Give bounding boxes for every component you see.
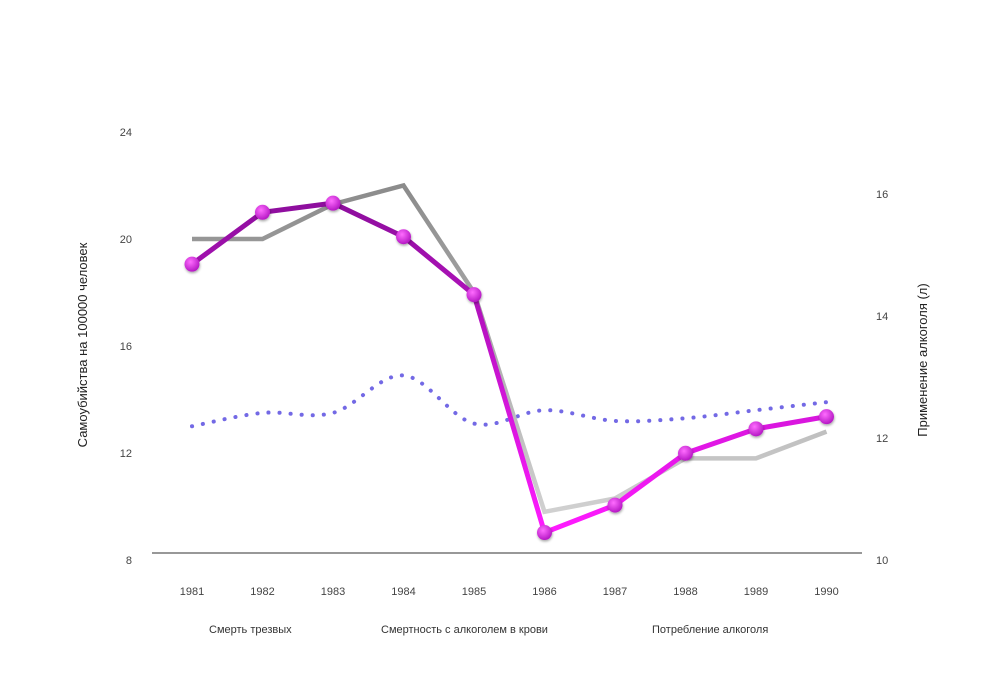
x-tick-label: 1984 (391, 586, 415, 598)
legend: Смерть трезвых Смертность с алкоголем в … (155, 624, 768, 636)
x-tick-label: 1987 (603, 586, 627, 598)
left-axis-title: Самоубийства на 100000 человек (75, 242, 90, 447)
legend-label-sober: Смерть трезвых (209, 624, 292, 636)
x-tick-label: 1986 (532, 586, 556, 598)
x-tick-label: 1990 (814, 586, 838, 598)
right-tick-label: 10 (876, 555, 888, 567)
series-consumption-point (819, 409, 834, 425)
legend-label-consumption: Потребление алкоголя (652, 624, 768, 636)
series-consumption-point (466, 287, 482, 303)
series-consumption-point (678, 445, 693, 461)
series-consumption-point (184, 256, 200, 272)
axes (151, 85, 863, 554)
left-tick-label: 12 (120, 448, 132, 460)
x-tick-label: 1985 (462, 586, 486, 598)
left-tick-label: 16 (120, 341, 132, 353)
x-tick-label: 1981 (180, 586, 204, 598)
left-tick-label: 8 (126, 555, 132, 567)
left-tick-label: 20 (120, 234, 132, 246)
series-layer (184, 182, 834, 541)
x-tick-label: 1988 (673, 586, 697, 598)
right-tick-label: 16 (876, 189, 888, 201)
x-tick-label: 1983 (321, 586, 345, 598)
right-tick-label: 12 (876, 433, 888, 445)
series-consumption-point (255, 204, 270, 220)
series-consumption-line (190, 200, 827, 536)
right-axis-title: Применение алкоголя (л) (915, 283, 930, 436)
legend-item-sober: Смерть трезвых (155, 624, 292, 636)
x-tick-label: 1989 (744, 586, 768, 598)
series-consumption-point (537, 525, 552, 541)
series-alcohol-deaths-line (192, 182, 828, 515)
right-y-ticks: 16 14 12 10 (876, 189, 888, 567)
series-sober-line (190, 373, 829, 429)
x-ticks: 1981 1982 1983 1984 1985 1986 1987 1988 1989 1990 (180, 586, 839, 598)
left-y-ticks: 24 20 16 12 8 (120, 127, 132, 567)
legend-label-alcohol-deaths: Смертность с алкоголем в крови (381, 624, 548, 636)
x-tick-label: 1982 (250, 586, 274, 598)
right-tick-label: 14 (876, 311, 888, 323)
series-consumption-point (607, 497, 623, 513)
series-consumption-point (325, 195, 341, 211)
series-consumption-point (396, 229, 411, 245)
series-consumption-point (748, 421, 764, 437)
left-tick-label: 24 (120, 127, 132, 139)
legend-item-alcohol-deaths: Смертность с алкоголем в крови (325, 624, 548, 636)
legend-item-consumption: Потребление алкоголя (587, 624, 768, 636)
